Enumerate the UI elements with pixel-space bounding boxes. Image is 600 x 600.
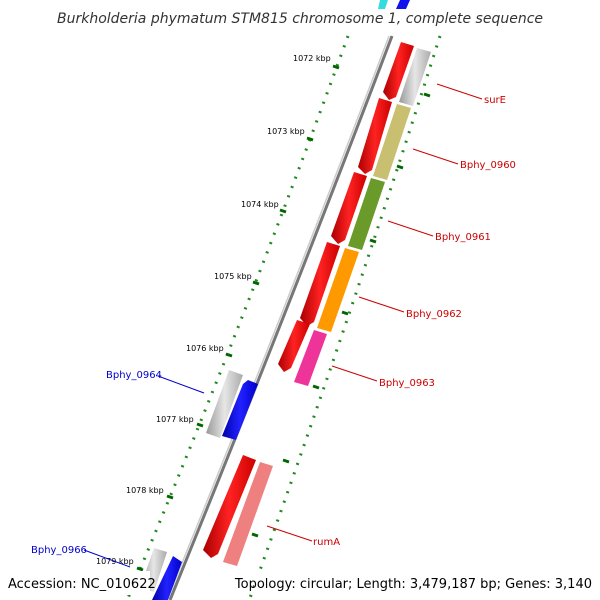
gene-label-rumA[interactable]: rumA xyxy=(313,537,340,548)
kbp-label: 1075 kbp xyxy=(214,272,252,281)
gene-label-bphy0960[interactable]: Bphy_0960 xyxy=(460,160,516,171)
kbp-label: 1076 kbp xyxy=(186,344,224,353)
forward-genes xyxy=(203,0,414,558)
gene-label-bphy0963[interactable]: Bphy_0963 xyxy=(379,378,435,389)
ruler-line-outer xyxy=(126,35,350,599)
gene-bphy0964-cds[interactable] xyxy=(222,380,258,440)
footer-left-bg xyxy=(0,571,150,595)
footer-right-bg xyxy=(254,571,600,595)
gene-rumA-cds[interactable] xyxy=(203,455,256,558)
kbp-label: 1074 kbp xyxy=(241,200,279,209)
gene-bphy0960-feature[interactable] xyxy=(373,104,411,180)
gene-bphy0962-cds[interactable] xyxy=(300,242,340,326)
gene-bphy0961-cds[interactable] xyxy=(331,172,367,244)
gene-label-bphy0966[interactable]: Bphy_0966 xyxy=(31,545,87,556)
accession-text: Accession: NC_010622 xyxy=(8,577,156,592)
kbp-label: 1077 kbp xyxy=(156,415,194,424)
gene-partial-top-blue[interactable] xyxy=(396,0,410,9)
gene-label-bphy0961[interactable]: Bphy_0961 xyxy=(435,232,491,243)
kbp-label: 1072 kbp xyxy=(293,54,331,63)
kbp-label: 1078 kbp xyxy=(126,486,164,495)
gene-label-bphy0962[interactable]: Bphy_0962 xyxy=(406,309,462,320)
gene-bphy0963-feature[interactable] xyxy=(294,330,327,386)
gene-bphy0960-cds[interactable] xyxy=(358,98,392,174)
topology-text: Topology: circular; Length: 3,479,187 bp… xyxy=(234,577,592,592)
gene-bphy0966-cds[interactable] xyxy=(152,556,182,600)
gene-rumA-feature[interactable] xyxy=(223,462,273,566)
label-leaders xyxy=(83,83,483,568)
feature-track xyxy=(223,48,431,566)
gene-label-surE[interactable]: surE xyxy=(484,95,506,106)
kbp-ticks xyxy=(136,64,431,572)
gene-labels: surE Bphy_0960 Bphy_0961 Bphy_0962 Bphy_… xyxy=(31,95,516,556)
gene-bphy0961-feature[interactable] xyxy=(348,178,385,250)
ruler xyxy=(126,35,442,599)
gene-bphy0964-feature[interactable] xyxy=(206,370,243,438)
map-title: Burkholderia phymatum STM815 chromosome … xyxy=(57,11,543,27)
gene-partial-top[interactable] xyxy=(378,0,388,9)
gene-bphy0963-cds[interactable] xyxy=(278,320,310,372)
ruler-line-inner xyxy=(248,35,442,599)
chromosome-backbone xyxy=(166,35,394,600)
kbp-label: 1073 kbp xyxy=(267,127,305,136)
gene-surE-feature[interactable] xyxy=(399,48,431,106)
gene-surE-cds[interactable] xyxy=(383,42,414,100)
gene-label-bphy0964[interactable]: Bphy_0964 xyxy=(106,370,162,381)
gene-bphy0962-feature[interactable] xyxy=(317,248,359,332)
